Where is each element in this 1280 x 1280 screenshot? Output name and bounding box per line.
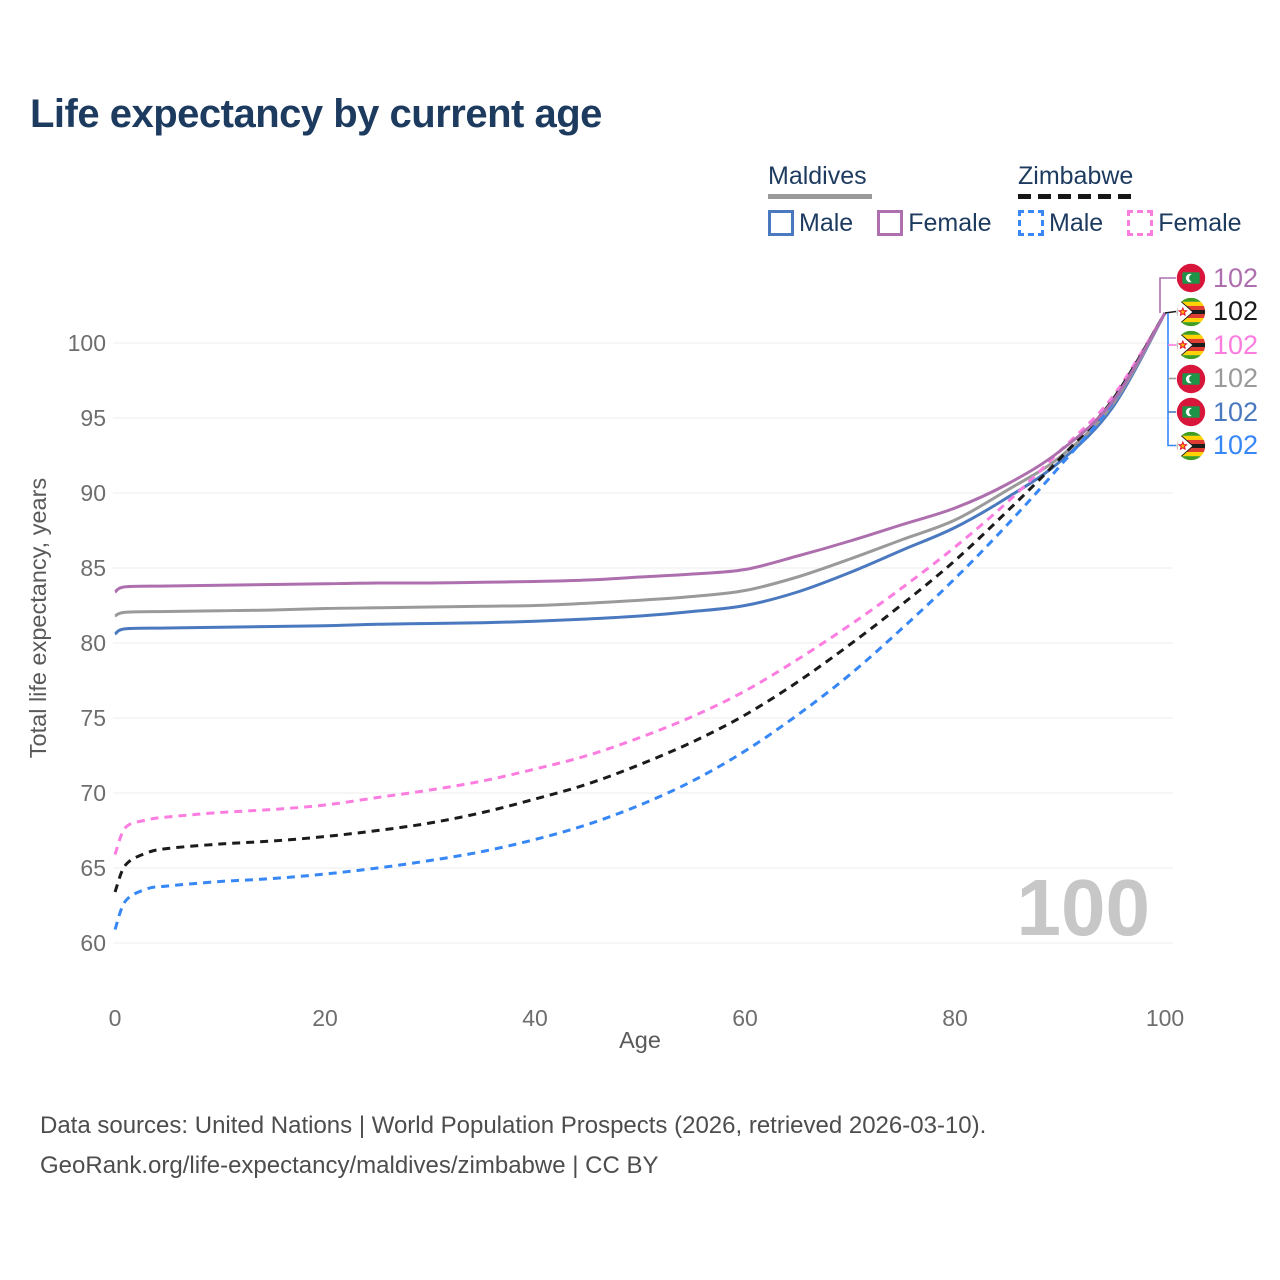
endpoint-connector: [1167, 313, 1176, 447]
legend-item-zimbabwe-male: Male: [1018, 209, 1103, 238]
series-line-maldives-female: [114, 312, 1167, 594]
current-age-watermark: 100: [1016, 863, 1150, 952]
legend-group-maldives: Maldives Male Female: [768, 162, 1008, 238]
endpoint-value: 102: [1213, 396, 1259, 427]
endpoint-label-maldives-female: 102: [1176, 263, 1258, 293]
legend-item-label: Female: [908, 208, 992, 237]
endpoint-label-maldives-male: 102: [1176, 397, 1258, 427]
endpoint-label-zimbabwe: 102: [1176, 296, 1259, 327]
y-tick-95: 95: [80, 405, 106, 431]
legend-country-label: Maldives: [768, 162, 867, 190]
attribution-line: GeoRank.org/life-expectancy/maldives/zim…: [40, 1152, 659, 1179]
endpoint-value: 102: [1213, 262, 1259, 293]
legend-item-maldives-female: Female: [877, 208, 992, 238]
y-tick-75: 75: [80, 705, 106, 731]
zimbabwe-female-swatch-icon: [1127, 210, 1154, 236]
endpoint-connector: [1159, 277, 1176, 313]
series-line-zimbabwe: [113, 312, 1167, 893]
x-tick-40: 40: [522, 1005, 548, 1031]
series-line-maldives: [114, 312, 1167, 618]
y-tick-85: 85: [80, 555, 106, 581]
legend-item-label: Female: [1158, 208, 1242, 237]
endpoint-value: 102: [1213, 329, 1259, 360]
legend-item-maldives-male: Male: [768, 209, 853, 238]
endpoint-connector: [1164, 310, 1177, 314]
maldives-male-swatch-icon: [768, 210, 794, 236]
endpoint-value: 102: [1213, 296, 1259, 326]
series-line-zimbabwe-female: [113, 312, 1167, 856]
maldives-flag-icon: [1176, 397, 1206, 427]
x-tick-0: 0: [109, 1005, 122, 1031]
y-tick-80: 80: [80, 630, 106, 656]
data-sources-line: Data sources: United Nations | World Pop…: [40, 1112, 987, 1139]
legend-item-label: Male: [1049, 208, 1104, 237]
endpoint-label-zimbabwe-female: 102: [1176, 330, 1258, 360]
zimbabwe-line-style-swatch: [1018, 194, 1136, 199]
x-tick-20: 20: [312, 1005, 338, 1031]
zimbabwe-flag-icon: [1176, 297, 1206, 327]
endpoint-value: 102: [1213, 430, 1259, 460]
legend-country-label: Zimbabwe: [1018, 162, 1134, 190]
endpoint-label-maldives: 102: [1176, 363, 1259, 394]
zimbabwe-flag-icon: [1176, 431, 1206, 461]
x-tick-60: 60: [732, 1005, 758, 1031]
y-tick-100: 100: [68, 330, 106, 356]
endpoint-label-zimbabwe-male: 102: [1176, 430, 1259, 461]
x-tick-80: 80: [942, 1005, 968, 1031]
y-tick-60: 60: [80, 930, 106, 956]
zimbabwe-flag-icon: [1176, 330, 1206, 360]
maldives-line-style-swatch: [768, 194, 872, 199]
maldives-flag-icon: [1176, 263, 1206, 293]
y-tick-90: 90: [80, 480, 106, 506]
legend-item-label: Male: [799, 208, 854, 237]
maldives-female-swatch-icon: [877, 210, 904, 236]
footer: Data sources: United Nations | World Pop…: [40, 1106, 986, 1186]
maldives-flag-icon: [1176, 364, 1206, 393]
zimbabwe-male-swatch-icon: [1018, 210, 1044, 236]
series-line-maldives-male: [114, 312, 1167, 636]
series-line-zimbabwe-male: [113, 312, 1167, 931]
y-tick-70: 70: [80, 780, 106, 806]
y-tick-65: 65: [80, 855, 106, 881]
page-title: Life expectancy by current age: [30, 92, 602, 136]
endpoint-value: 102: [1213, 363, 1259, 393]
legend-item-zimbabwe-female: Female: [1127, 208, 1242, 238]
y-axis-title: Total life expectancy, years: [25, 478, 51, 758]
legend-group-zimbabwe: Zimbabwe Male Female: [1018, 162, 1258, 238]
x-axis-title: Age: [619, 1027, 661, 1053]
x-tick-100: 100: [1146, 1005, 1184, 1031]
